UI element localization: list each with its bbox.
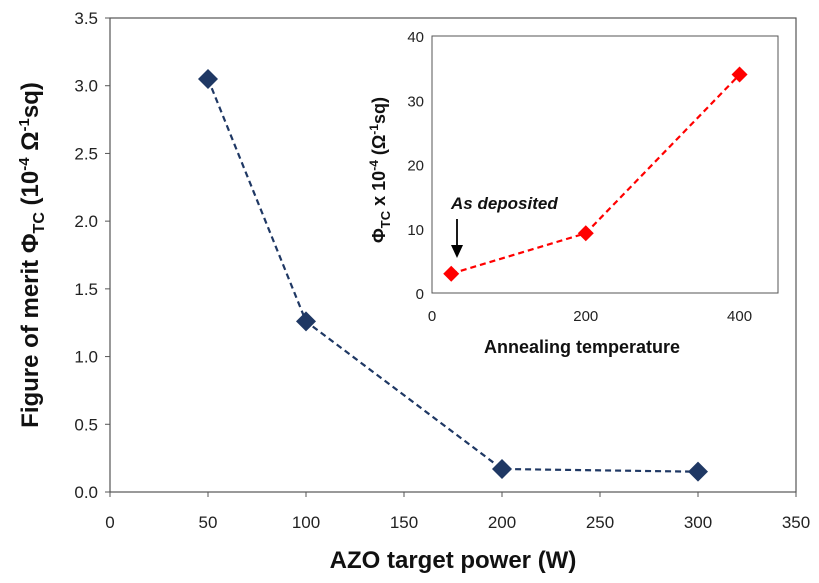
main-x-tick-label: 50 — [199, 513, 218, 532]
inset-y-ticks: 0 10 20 30 40 — [407, 29, 424, 303]
inset-plot: 0 10 20 30 40 0 200 400 As deposited Annealing… — [367, 29, 779, 357]
main-y-tick-label: 0.5 — [74, 415, 98, 434]
main-plot-frame — [109, 17, 797, 493]
inset-plot-frame — [431, 35, 779, 294]
main-y-label-sup2: -1 — [16, 118, 33, 131]
main-y-tick-label: 3.5 — [74, 9, 98, 28]
inset-annotation-arrow-head — [451, 245, 463, 258]
main-y-label-sup1: -4 — [16, 157, 33, 171]
inset-y-label-sup2: -1 — [367, 124, 381, 135]
main-x-tick-label: 300 — [684, 513, 712, 532]
main-x-tick-label: 150 — [390, 513, 418, 532]
main-data-point — [198, 68, 218, 89]
main-y-label-end: sq) — [17, 82, 44, 118]
main-y-tick-label: 3.0 — [74, 77, 98, 96]
inset-data-point — [731, 66, 748, 83]
main-y-label-open: (10 — [17, 171, 44, 212]
inset-data-point — [577, 225, 594, 242]
main-data-point — [492, 458, 512, 479]
main-x-ticks: 0 50 100 150 200 250 300 350 — [105, 492, 810, 532]
inset-y-label-main: Φ — [369, 228, 389, 243]
main-y-tick-label: 0.0 — [74, 483, 98, 502]
main-y-label-sub: TC — [31, 212, 48, 234]
main-plot: 0.00.51.01.52.02.53.03.5 0 50 100 150 200 250… — [16, 9, 810, 574]
main-y-label-main: Figure of merit Φ — [17, 233, 44, 427]
inset-y-label-end: sq) — [369, 97, 389, 124]
inset-y-label-sup1: -4 — [367, 160, 381, 171]
inset-series-points — [443, 66, 748, 282]
main-y-axis-label: Figure of merit ΦTC (10-4 Ω-1sq) — [16, 82, 48, 428]
main-y-tick-label: 2.5 — [74, 144, 98, 163]
main-x-tick-label: 200 — [488, 513, 516, 532]
inset-y-label-sub: TC — [378, 210, 393, 228]
main-y-tick-label: 1.0 — [74, 348, 98, 367]
main-x-tick-label: 100 — [292, 513, 320, 532]
main-y-tick-label: 1.5 — [74, 280, 98, 299]
inset-x-tick-label: 0 — [428, 308, 436, 325]
main-series-line — [206, 78, 699, 473]
main-data-point — [296, 311, 316, 332]
main-x-tick-label: 250 — [586, 513, 614, 532]
inset-y-label-mid: x 10 — [369, 171, 389, 211]
inset-data-point — [443, 265, 460, 282]
inset-x-tick-label: 400 — [727, 308, 752, 325]
inset-y-tick-label: 30 — [407, 93, 424, 110]
inset-annotation: As deposited — [450, 194, 558, 213]
main-data-point — [688, 461, 708, 482]
inset-y-tick-label: 40 — [407, 29, 424, 46]
main-x-tick-label: 0 — [105, 513, 114, 532]
main-y-label-mid: Ω — [17, 132, 44, 158]
inset-y-label-open: (Ω — [369, 135, 389, 160]
inset-y-axis-label: ΦTC x 10-4 (Ω-1sq) — [367, 97, 393, 243]
main-series-points — [198, 68, 708, 482]
main-y-tick-label: 2.0 — [74, 212, 98, 231]
inset-y-tick-label: 10 — [407, 222, 424, 239]
inset-y-tick-label: 20 — [407, 158, 424, 175]
inset-x-axis-label: Annealing temperature — [484, 337, 680, 357]
main-y-ticks: 0.0 0.5 1.0 1.5 2.0 2.5 3.0 3.5 — [74, 9, 110, 502]
inset-y-tick-label: 0 — [416, 286, 424, 303]
inset-x-ticks: 0 200 400 — [428, 308, 752, 325]
inset-x-tick-label: 200 — [573, 308, 598, 325]
main-x-tick-label: 350 — [782, 513, 810, 532]
main-x-axis-label: AZO target power (W) — [330, 547, 577, 574]
